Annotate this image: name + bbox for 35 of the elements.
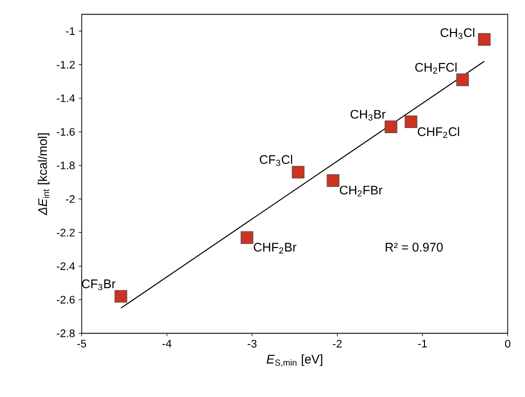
x-tick-label: 0 (505, 340, 510, 348)
point (326, 174, 340, 187)
point (240, 231, 254, 244)
annotation: CF$_{3}$Br (82, 279, 116, 290)
y-tick-label: -2.6 (56, 296, 75, 304)
x-tick-label: -3 (248, 340, 256, 348)
annotation: CH$_{2}$FCl (415, 62, 457, 74)
y-tick-label: -2.2 (56, 228, 75, 236)
x-tick-label: -2 (332, 340, 342, 348)
point (292, 166, 304, 178)
annotation: CH$_{3}$Br (350, 110, 386, 121)
point (404, 115, 418, 128)
y-tick-label: -1 (66, 27, 75, 35)
annotation: CHF$_{2}$Cl (418, 126, 460, 138)
annotation: CH$_{3}$Cl (440, 28, 474, 40)
annotation: CHF$_{2}$Br (254, 242, 296, 254)
y-tick-label: -2.4 (56, 262, 75, 270)
annotation: R² = 0.970 (386, 242, 443, 252)
x-axis-title: E$_{S,min}$ [eV] (266, 354, 322, 367)
y-tick-label: -1.2 (56, 60, 75, 68)
x-tick-label: -1 (418, 340, 427, 348)
annotation: CH$_{2}$FBr (340, 186, 382, 196)
annotation: CF$_{3}$Cl (260, 154, 292, 166)
point (456, 73, 469, 86)
y-axis-title: ΔE$_{int}$ [kcal/mol] (38, 133, 50, 216)
point (114, 290, 128, 303)
y-tick-label: -1.6 (56, 128, 75, 136)
point (384, 120, 398, 134)
y-tick-label: -1.4 (56, 94, 75, 102)
y-tick-label: -1.8 (56, 162, 75, 170)
y-tick-label: -2 (66, 195, 75, 203)
x-tick-label: -4 (162, 340, 172, 348)
x-tick-label: -5 (77, 340, 86, 348)
point (478, 33, 491, 46)
y-tick-label: -2.8 (56, 329, 75, 338)
